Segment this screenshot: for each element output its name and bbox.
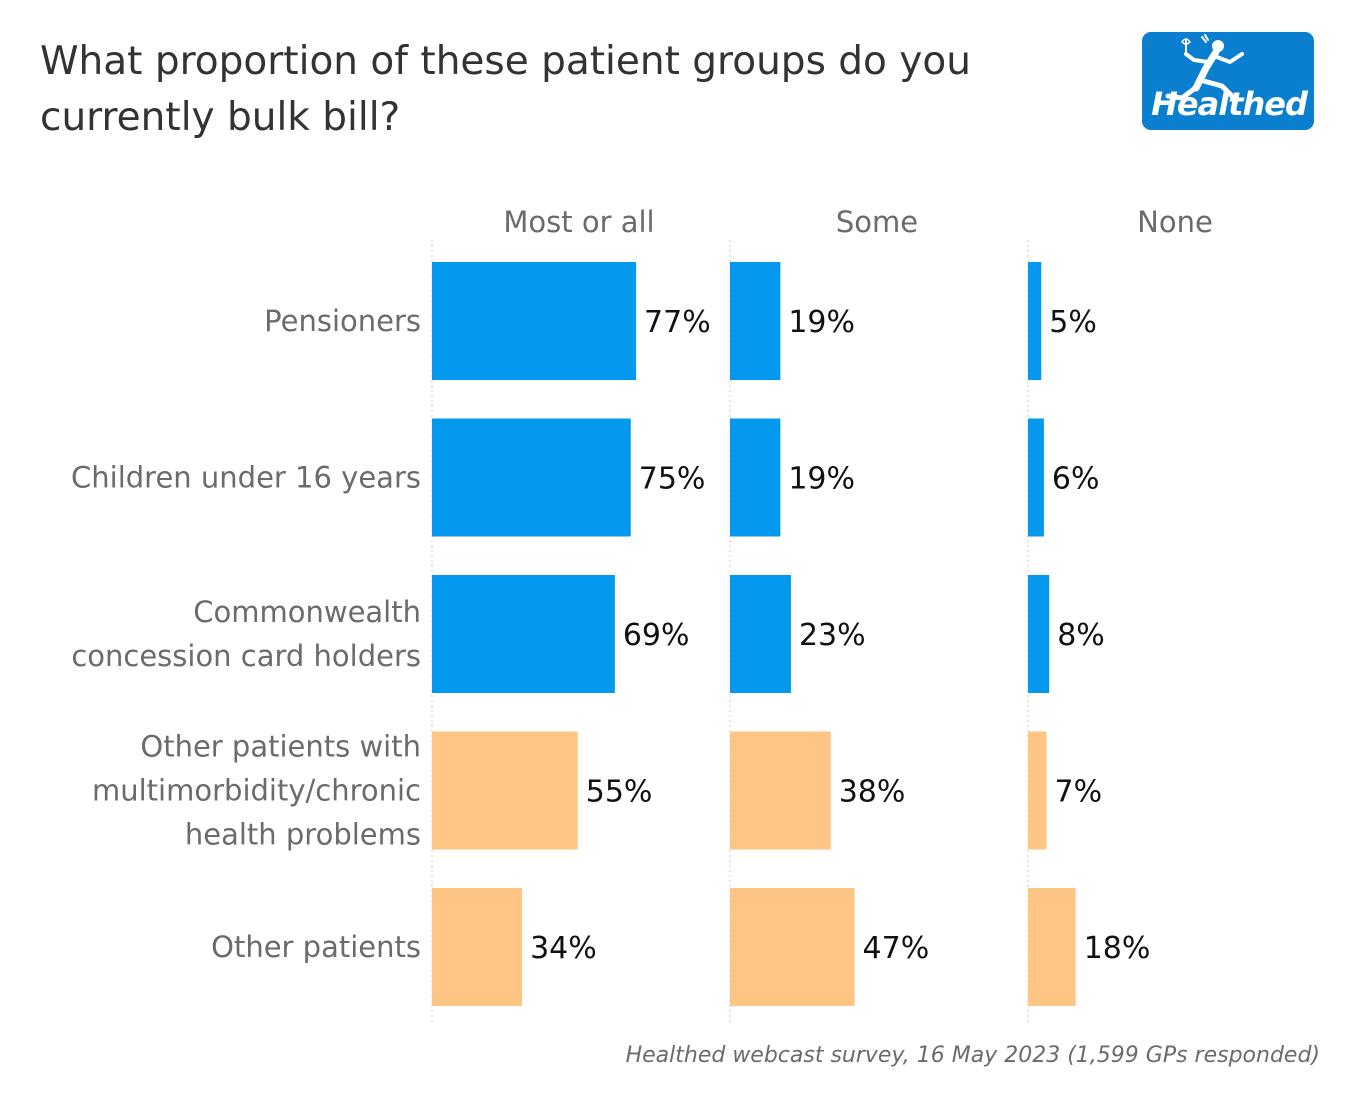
panel-header: None — [1137, 205, 1213, 239]
bar-value-label: 18% — [1084, 931, 1151, 966]
category-label: health problems — [185, 818, 421, 852]
bar — [432, 262, 637, 380]
bar-value-label: 47% — [863, 931, 930, 966]
bar — [432, 888, 523, 1006]
bar — [730, 262, 781, 380]
mercury-figure-icon — [1165, 34, 1244, 101]
logo-wordmark: Healthed — [1151, 85, 1308, 123]
bar — [432, 731, 578, 850]
bar-value-label: 55% — [586, 775, 653, 810]
bar-value-label: 5% — [1049, 305, 1097, 340]
bar-value-label: 6% — [1052, 462, 1100, 497]
bar — [1028, 262, 1042, 380]
bar — [1028, 418, 1044, 537]
category-label: Other patients — [211, 930, 421, 964]
bar — [730, 575, 791, 693]
bar — [1028, 731, 1047, 850]
bar — [730, 888, 855, 1006]
bar-value-label: 19% — [788, 305, 855, 340]
category-label: Pensioners — [264, 304, 421, 338]
bar-value-label: 19% — [788, 462, 855, 497]
bar-value-label: 23% — [799, 618, 866, 653]
category-label: Commonwealth — [193, 595, 421, 629]
bar — [1028, 575, 1050, 693]
bar-value-label: 38% — [839, 775, 906, 810]
bar-value-label: 75% — [639, 462, 706, 497]
category-label: multimorbidity/chronic — [92, 774, 421, 808]
bar-value-label: 34% — [530, 931, 597, 966]
healthed-logo: Healthed — [1142, 32, 1314, 130]
category-label: Other patients with — [140, 730, 421, 764]
bar-value-label: 7% — [1055, 775, 1103, 810]
category-label: concession card holders — [71, 639, 421, 673]
bar — [432, 575, 615, 693]
category-label: Children under 16 years — [71, 461, 421, 495]
bar — [730, 418, 781, 537]
chart-title: What proportion of these patient groups … — [40, 39, 971, 140]
bar-value-label: 77% — [644, 305, 711, 340]
bar — [432, 418, 631, 537]
source-footnote: Healthed webcast survey, 16 May 2023 (1,… — [625, 1043, 1320, 1068]
bar-value-label: 8% — [1057, 618, 1105, 653]
bar — [730, 731, 831, 850]
panel-header: Most or all — [503, 205, 654, 239]
bar — [1028, 888, 1076, 1006]
bar-value-label: 69% — [623, 618, 690, 653]
panel-header: Some — [836, 205, 918, 239]
